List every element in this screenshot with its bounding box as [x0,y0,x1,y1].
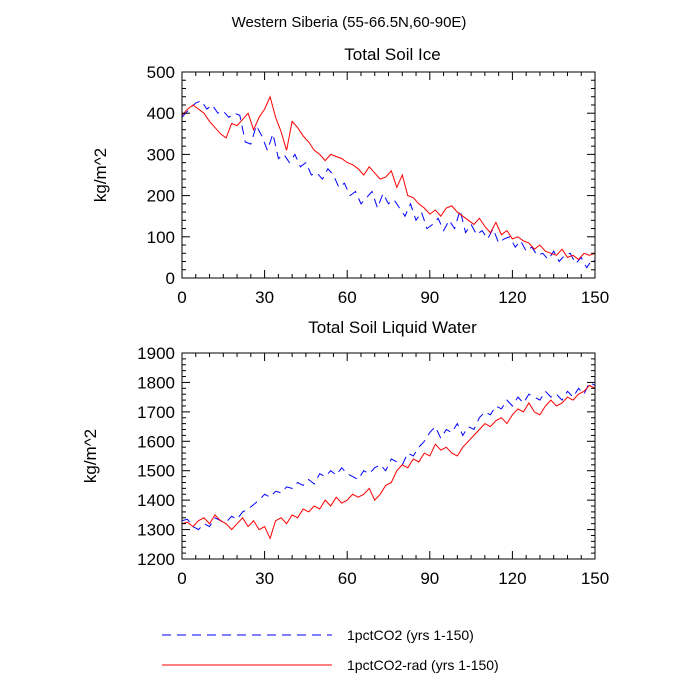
y-tick-label: 1300 [137,521,175,540]
y-tick-label: 1900 [137,344,175,363]
y-tick-label: 1400 [137,491,175,510]
x-tick-label: 90 [420,569,439,588]
x-tick-label: 60 [338,288,357,307]
series-line-1pctco2-rad [182,95,595,261]
x-tick-label: 0 [177,288,186,307]
y-tick-label: 1700 [137,403,175,422]
x-tick-label: 60 [338,569,357,588]
x-tick-label: 0 [177,569,186,588]
series-line-1pctco2 [182,100,595,269]
legend: 1pctCO2 (yrs 1-150) 1pctCO2-rad (yrs 1-1… [162,627,499,673]
y-tick-label: 1600 [137,432,175,451]
y-tick-label: 100 [147,228,175,247]
y-tick-label: 400 [147,104,175,123]
y-tick-label: 200 [147,187,175,206]
y-tick-label: 1200 [137,550,175,569]
x-tick-label: 120 [498,288,526,307]
x-tick-label: 30 [255,288,274,307]
y-tick-label: 1500 [137,462,175,481]
x-tick-label: 120 [498,569,526,588]
series-line-1pctco2 [182,381,595,531]
figure-suptitle: Western Siberia (55-66.5N,60-90E) [232,14,467,31]
x-tick-label: 30 [255,569,274,588]
panel-title: Total Soil Ice [344,45,440,64]
panel-title: Total Soil Liquid Water [308,318,477,337]
y-tick-label: 500 [147,63,175,82]
y-axis-label: kg/m^2 [81,429,100,483]
y-tick-label: 300 [147,145,175,164]
plot-frame [181,352,596,560]
x-tick-label: 150 [581,288,609,307]
panel-total-soil-ice: Total Soil Ice 0 30 60 90 120 150 0 100 200 300 400… [91,45,609,307]
legend-label-1pctco2-rad: 1pctCO2-rad (yrs 1-150) [347,657,499,673]
y-tick-label: 0 [166,269,175,288]
y-tick-label: 1800 [137,373,175,392]
x-tick-label: 150 [581,569,609,588]
legend-label-1pctco2: 1pctCO2 (yrs 1-150) [347,627,474,643]
series-line-1pctco2-rad [182,384,595,540]
x-tick-label: 90 [420,288,439,307]
y-axis-label: kg/m^2 [91,148,110,202]
panel-total-soil-liquid-water: Total Soil Liquid Water 0 30 60 90 120 150 1200… [81,318,609,588]
